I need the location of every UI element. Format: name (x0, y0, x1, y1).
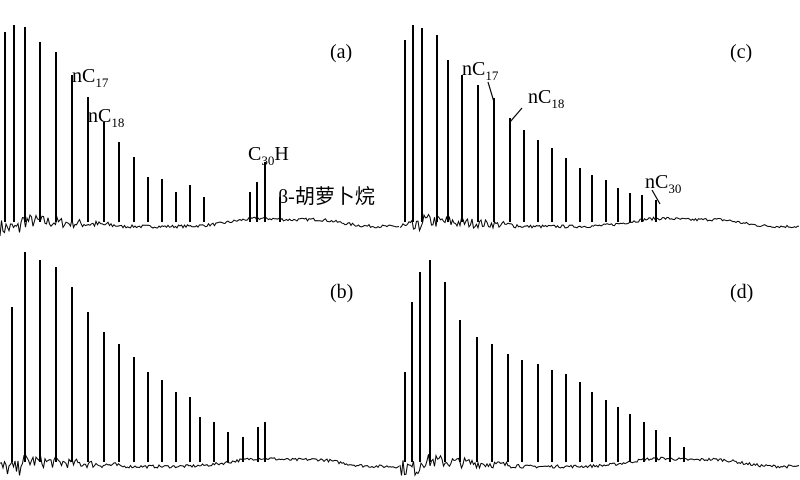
annotation-part: 30 (261, 153, 274, 168)
baseline (0, 454, 400, 476)
panel-label: (c) (730, 41, 752, 63)
panel-label: (b) (330, 281, 353, 303)
annotation: nC30 (645, 171, 681, 196)
annotation-part: nC (645, 171, 668, 193)
annotation: nC18 (528, 86, 564, 111)
leader-line (651, 189, 661, 205)
annotation: β-胡萝卜烷 (278, 185, 375, 208)
annotation: nC17 (462, 58, 499, 83)
annotation: C30H (248, 143, 289, 168)
annotation-part: nC (88, 105, 111, 127)
baseline (399, 213, 800, 233)
leader-line (487, 81, 495, 103)
annotation: nC18 (88, 105, 124, 130)
baseline (0, 214, 400, 237)
annotation: nC17 (72, 65, 109, 90)
annotation-part: β-胡萝卜烷 (278, 185, 375, 208)
annotation-part: 18 (111, 115, 124, 130)
annotation-part: 17 (485, 68, 499, 83)
annotation-part: nC (528, 86, 551, 108)
panel-label: (d) (730, 281, 753, 303)
annotation-part: H (274, 143, 288, 165)
annotation-part: nC (462, 58, 485, 80)
panel-label: (a) (330, 41, 352, 63)
annotation-part: 30 (668, 181, 681, 196)
annotation-part: nC (72, 65, 95, 87)
baseline (399, 453, 800, 477)
annotation-part: C (248, 143, 261, 165)
annotation-part: 18 (551, 96, 564, 111)
annotation-part: 17 (95, 75, 109, 90)
leader-line (509, 107, 523, 123)
